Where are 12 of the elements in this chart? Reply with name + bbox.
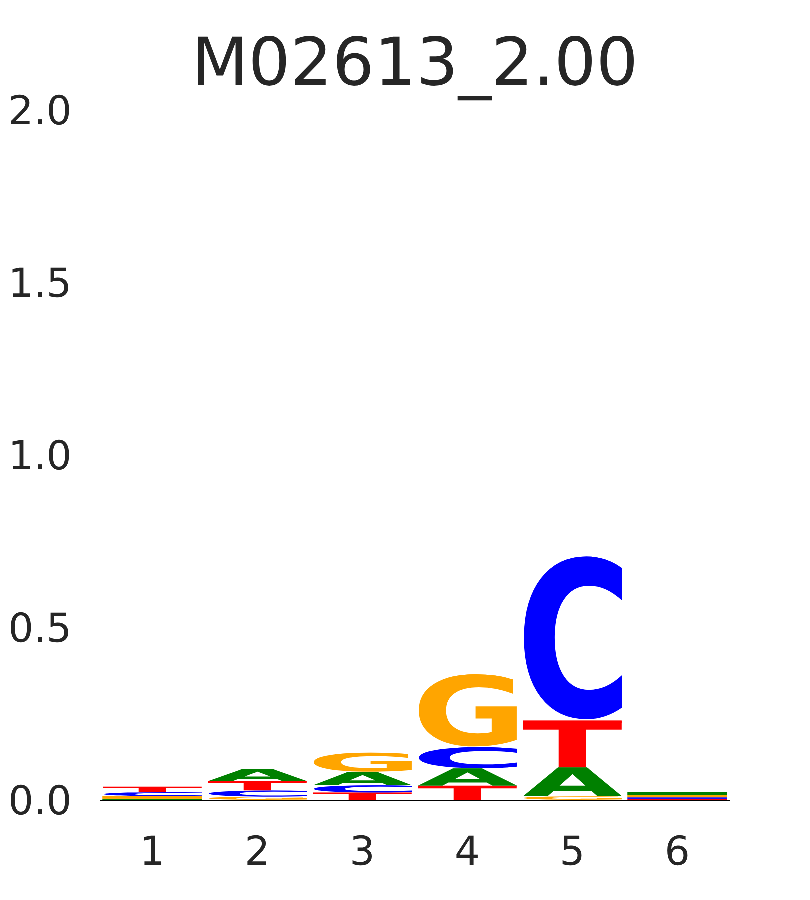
y-tick-label: 1.0 (8, 433, 72, 480)
x-tick-label: 4 (454, 829, 480, 875)
chart-title: M02613_2.00 (192, 24, 638, 101)
x-tick-label: 3 (350, 829, 376, 875)
y-tick-label: 1.5 (8, 260, 72, 307)
y-tick-label: 0.5 (8, 606, 72, 652)
x-tick-label: 6 (664, 829, 690, 875)
y-tick-label: 0.0 (8, 778, 72, 824)
x-tick-label: 1 (140, 829, 166, 875)
x-tick-label: 2 (244, 829, 270, 875)
y-tick-label: 2.0 (8, 88, 72, 134)
x-tick-label: 5 (560, 829, 586, 875)
